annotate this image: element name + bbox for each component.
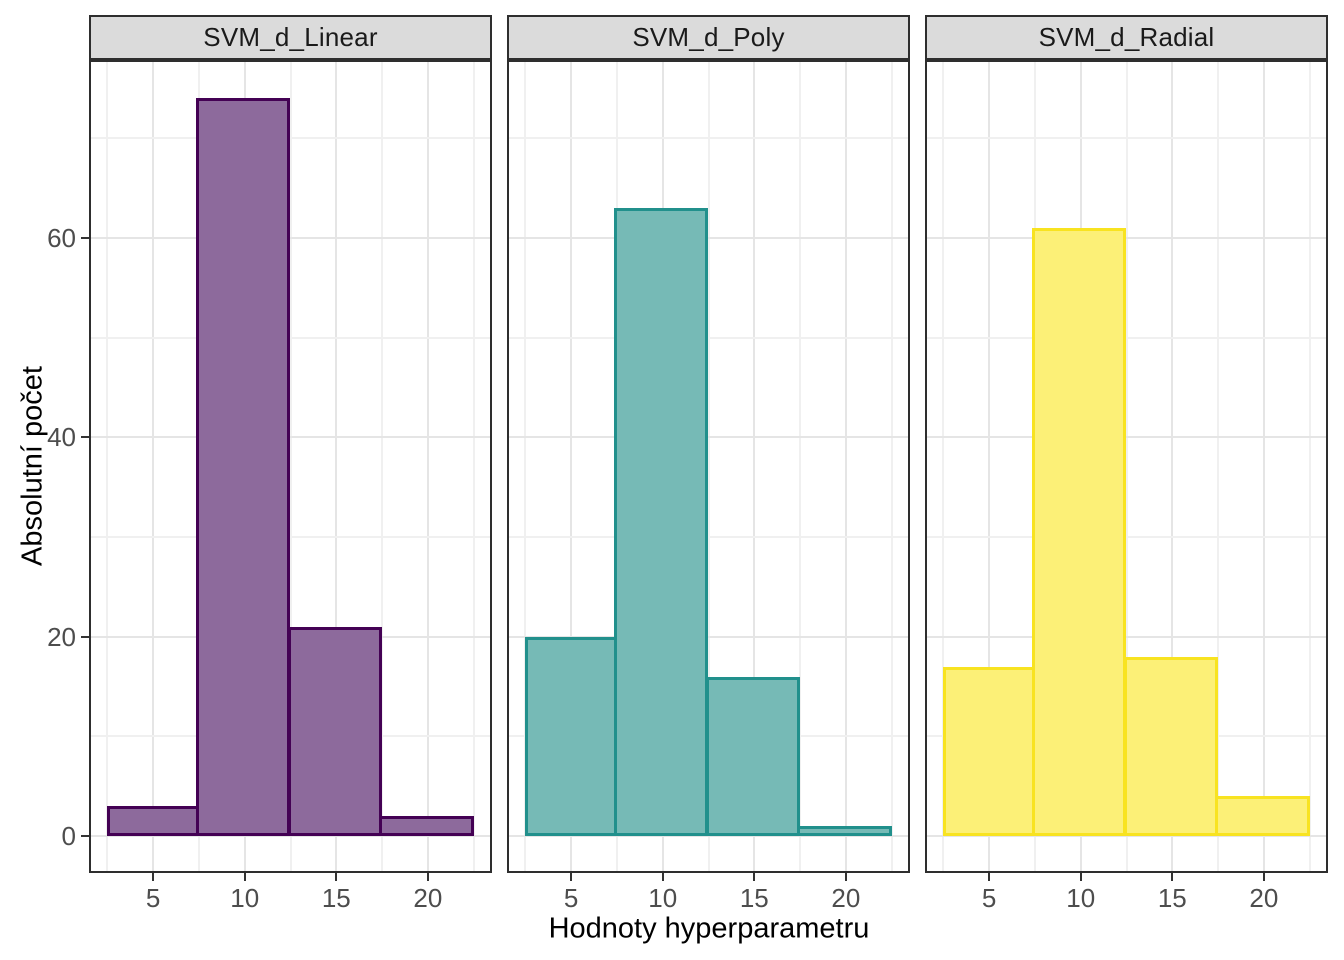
x-tick — [243, 873, 246, 881]
x-tick — [1171, 873, 1174, 881]
histogram-bar — [287, 626, 383, 836]
x-tick — [1262, 873, 1265, 881]
y-tick-label: 60 — [47, 223, 76, 253]
gridline-major-x — [335, 60, 338, 873]
x-tick-label: 20 — [413, 883, 443, 913]
histogram-bar — [525, 636, 617, 836]
gridline-minor-x — [106, 60, 109, 873]
gridline-major-y — [925, 835, 1328, 838]
x-tick-label: 10 — [230, 883, 260, 913]
gridline-major-x — [570, 60, 573, 873]
gridline-major-y — [507, 835, 910, 838]
facet-panel — [89, 60, 492, 873]
x-tick-label: 20 — [831, 883, 861, 913]
y-tick-label: 0 — [61, 821, 76, 852]
x-tick — [152, 873, 155, 881]
gridline-major-x — [844, 60, 847, 873]
y-tick — [81, 237, 89, 239]
y-tick — [81, 436, 89, 439]
gridline-major-y — [925, 635, 1328, 638]
x-tick — [426, 873, 429, 881]
x-tick — [661, 873, 664, 881]
gridline-minor-y — [925, 336, 1328, 339]
y-tick-label: 20 — [47, 621, 76, 652]
x-tick-label: 20 — [1249, 883, 1279, 913]
gridline-major-y — [89, 436, 492, 439]
histogram-bar — [797, 826, 892, 836]
facet-panel — [507, 60, 910, 873]
x-tick-label: 10 — [648, 883, 678, 913]
x-tick — [844, 873, 847, 881]
gridline-minor-x — [1217, 60, 1220, 873]
gridline-minor-x — [1125, 60, 1128, 873]
gridline-minor-x — [942, 60, 945, 873]
gridline-minor-y — [507, 336, 910, 339]
gridline-minor-x — [289, 60, 292, 873]
x-tick-label: 15 — [321, 883, 351, 913]
x-axis-title: Hodnoty hyperparametru — [548, 912, 870, 945]
gridline-major-x — [753, 60, 756, 873]
gridline-major-x — [1171, 60, 1174, 873]
x-tick-label: 10 — [1066, 883, 1096, 913]
y-tick — [81, 835, 89, 838]
gridline-minor-x — [524, 60, 527, 873]
histogram-bar — [195, 98, 291, 837]
gridline-minor-y — [925, 137, 1328, 140]
gridline-major-x — [988, 60, 991, 873]
gridline-minor-x — [472, 60, 475, 873]
histogram-bar — [705, 676, 801, 837]
x-tick-label: 15 — [1157, 883, 1187, 913]
strip-label: SVM_d_Poly — [632, 22, 785, 52]
y-tick-label: 40 — [47, 422, 76, 453]
gridline-major-y — [507, 237, 910, 239]
gridline-minor-x — [707, 60, 710, 873]
facet-panel — [925, 60, 1328, 873]
gridline-minor-y — [507, 536, 910, 539]
x-tick — [1079, 873, 1082, 881]
histogram-bar — [379, 816, 474, 836]
x-tick — [753, 873, 756, 881]
strip-label: SVM_d_Linear — [203, 22, 378, 52]
gridline-major-y — [507, 436, 910, 439]
gridline-major-x — [152, 60, 155, 873]
gridline-minor-x — [381, 60, 384, 873]
gridline-minor-y — [507, 137, 910, 140]
gridline-minor-y — [925, 536, 1328, 539]
gridline-major-y — [89, 835, 492, 838]
gridline-minor-x — [799, 60, 802, 873]
gridline-minor-x — [1308, 60, 1311, 873]
gridline-major-y — [925, 436, 1328, 439]
gridline-major-x — [1262, 60, 1265, 873]
gridline-minor-y — [89, 137, 492, 140]
x-tick — [570, 873, 573, 881]
gridline-major-y — [925, 237, 1328, 239]
gridline-minor-y — [89, 336, 492, 339]
x-tick-label: 5 — [563, 883, 579, 913]
gridline-major-x — [426, 60, 429, 873]
y-axis-title: Absolutní počet — [16, 366, 49, 566]
x-tick — [988, 873, 991, 881]
x-tick-label: 15 — [739, 883, 769, 913]
histogram-bar — [613, 208, 709, 836]
gridline-minor-x — [890, 60, 893, 873]
facet-strip: SVM_d_Poly — [507, 15, 910, 60]
strip-label: SVM_d_Radial — [1038, 22, 1215, 52]
histogram-bar — [943, 666, 1035, 836]
gridline-minor-y — [89, 536, 492, 539]
gridline-major-y — [507, 635, 910, 638]
histogram-bar — [1215, 796, 1310, 836]
x-tick — [335, 873, 338, 881]
gridline-major-y — [89, 237, 492, 239]
facet-strip: SVM_d_Radial — [925, 15, 1328, 60]
x-tick-label: 5 — [145, 883, 161, 913]
y-tick — [81, 635, 89, 638]
histogram-bar — [1123, 656, 1219, 836]
histogram-bar — [1031, 228, 1127, 836]
x-tick-label: 5 — [981, 883, 997, 913]
histogram-bar — [107, 806, 199, 836]
facet-strip: SVM_d_Linear — [89, 15, 492, 60]
